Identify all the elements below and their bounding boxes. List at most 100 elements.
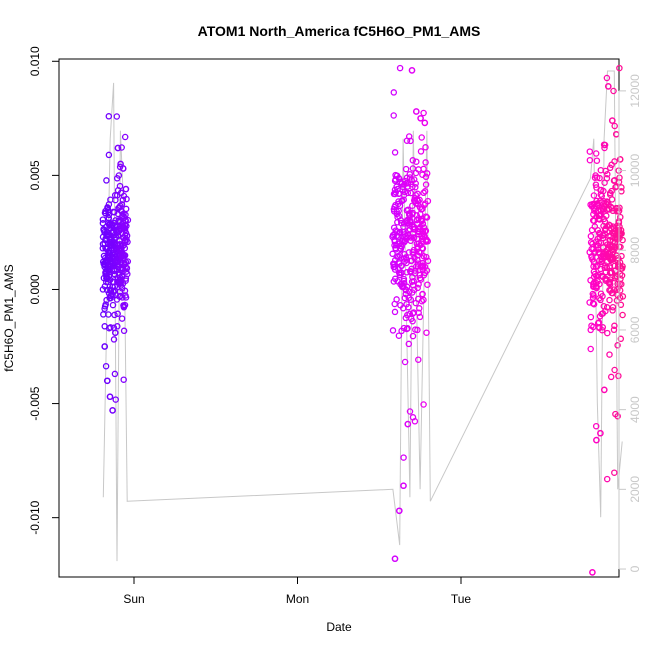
y2-tick-label: 6000 — [628, 316, 642, 343]
data-point — [105, 113, 113, 120]
data-point — [420, 224, 428, 231]
data-point — [123, 195, 130, 203]
data-point — [123, 264, 131, 272]
y-tick-label: 0.000 — [28, 274, 42, 304]
data-point — [420, 189, 427, 197]
data-point — [398, 262, 405, 270]
data-point — [592, 279, 600, 287]
data-point — [103, 177, 110, 184]
data-point — [417, 276, 425, 283]
data-point — [587, 232, 595, 240]
data-point — [403, 269, 410, 276]
data-point — [407, 296, 415, 303]
y-tick-label: 0.005 — [28, 160, 42, 190]
data-point — [611, 322, 618, 330]
data-point — [121, 224, 129, 232]
data-point — [614, 412, 621, 420]
data-point — [122, 205, 130, 213]
data-point — [391, 266, 399, 273]
data-point — [419, 220, 427, 228]
data-point — [409, 332, 417, 340]
y2-tick-label: 12000 — [628, 74, 642, 108]
data-point — [414, 326, 421, 334]
secondary-series-line — [102, 70, 623, 562]
data-point — [619, 293, 627, 300]
data-point — [420, 165, 427, 173]
data-point — [402, 165, 410, 173]
data-point — [603, 212, 610, 220]
data-point — [404, 420, 412, 428]
data-point — [101, 305, 108, 313]
chart-title: ATOM1 North_America fC5H6O_PM1_AMS — [198, 23, 481, 39]
data-point — [404, 325, 411, 332]
data-point — [601, 141, 609, 149]
x-tick-label: Tue — [451, 592, 472, 606]
data-point — [616, 156, 624, 163]
data-point — [418, 244, 426, 252]
data-point — [120, 376, 127, 383]
data-point — [423, 170, 431, 177]
data-point — [589, 569, 596, 576]
data-point — [113, 113, 121, 120]
data-point — [121, 252, 129, 259]
data-point — [410, 234, 418, 241]
data-point — [598, 326, 606, 334]
data-point — [109, 301, 117, 309]
data-point — [105, 211, 113, 219]
data-point — [412, 180, 419, 187]
data-point — [616, 64, 623, 72]
data-point — [422, 173, 430, 181]
data-point — [593, 157, 601, 164]
data-point — [109, 407, 116, 414]
data-point — [124, 258, 132, 265]
data-point — [597, 290, 605, 297]
data-point — [596, 233, 603, 241]
data-point — [424, 281, 431, 288]
data-point — [424, 238, 431, 245]
data-point — [120, 327, 128, 335]
data-point — [590, 192, 598, 199]
data-point — [122, 211, 129, 219]
data-point — [409, 157, 417, 164]
data-point — [106, 393, 114, 401]
data-point — [596, 174, 603, 182]
data-point — [99, 216, 107, 223]
data-point — [119, 273, 126, 281]
data-point — [410, 176, 418, 183]
data-point — [410, 278, 417, 285]
data-point — [420, 296, 427, 304]
y-tick-label: -0.010 — [28, 500, 42, 534]
data-point — [420, 109, 427, 117]
data-point — [105, 311, 112, 318]
data-point — [617, 243, 624, 251]
data-point — [119, 196, 127, 204]
data-point — [121, 133, 129, 141]
y-tick-label: 0.010 — [28, 46, 42, 76]
y2-tick-label: 4000 — [628, 396, 642, 423]
data-point — [114, 310, 121, 318]
data-point — [590, 323, 597, 331]
data-point — [409, 248, 416, 256]
data-point — [400, 482, 407, 490]
data-point — [604, 329, 611, 337]
data-point — [422, 227, 430, 235]
data-point — [400, 277, 408, 285]
data-point — [122, 277, 129, 284]
data-point — [412, 108, 420, 115]
y-axis-label: fC5H6O_PM1_AMS — [2, 264, 16, 371]
data-point — [611, 158, 618, 165]
data-point — [615, 372, 622, 380]
data-point — [597, 265, 604, 273]
data-point — [611, 246, 618, 253]
data-point — [396, 229, 403, 236]
data-point — [105, 151, 113, 159]
data-point — [107, 324, 114, 331]
data-point — [389, 327, 397, 334]
data-point — [604, 170, 611, 178]
data-point — [390, 89, 398, 96]
data-point — [610, 326, 618, 334]
data-point — [604, 83, 612, 90]
data-point — [611, 122, 618, 130]
data-point — [422, 213, 430, 220]
data-point — [608, 187, 615, 195]
